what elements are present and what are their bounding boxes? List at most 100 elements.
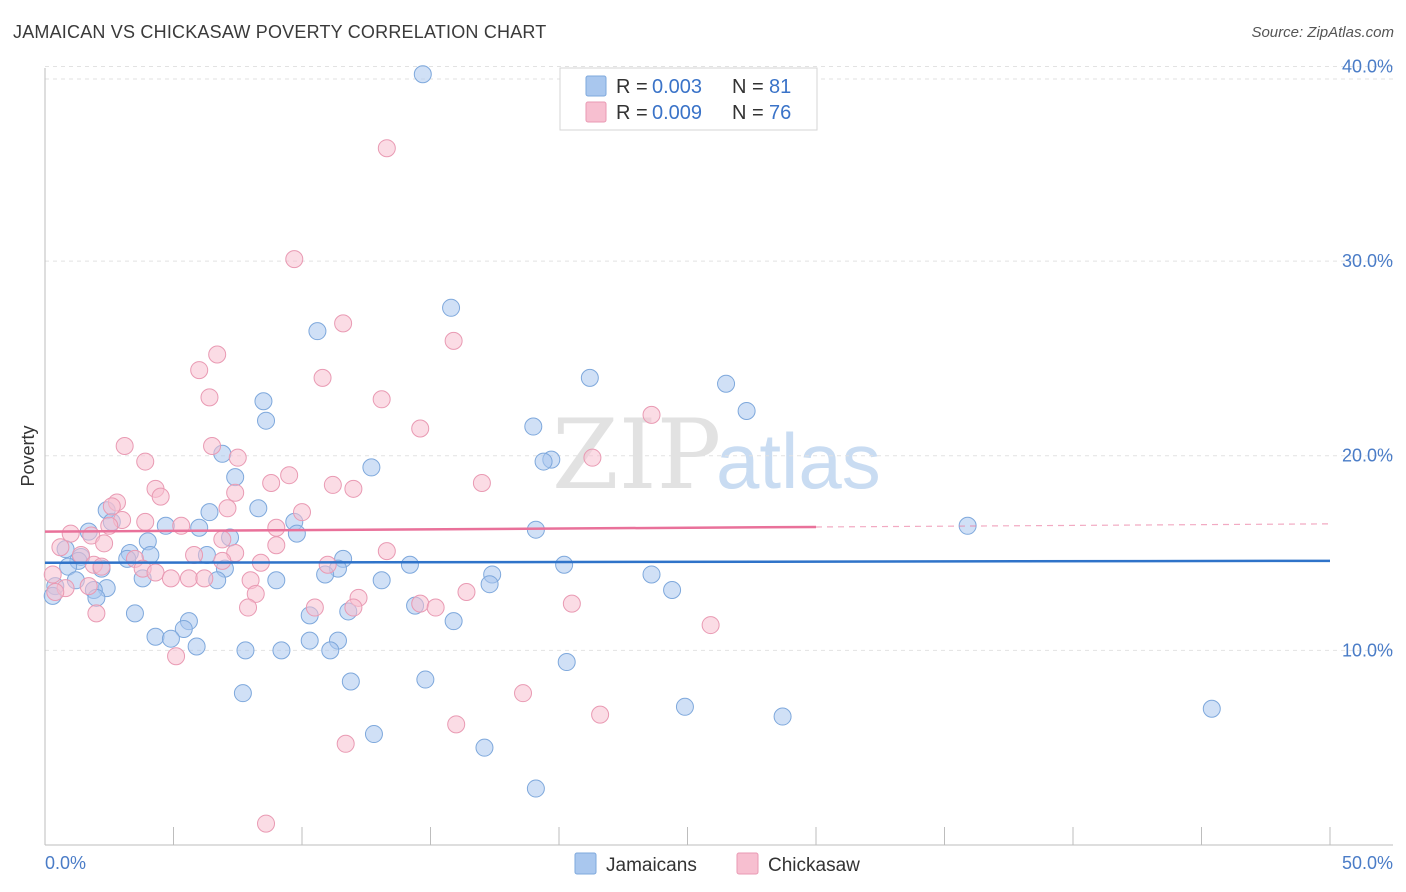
stats-legend: R = 0.003 N = 81 R = 0.009 N = 76 xyxy=(559,67,818,131)
axes: 0.0% 50.0% xyxy=(44,68,1393,873)
source-label: Source: ZipAtlas.com xyxy=(1251,24,1394,41)
watermark: ZIP atlas xyxy=(552,399,881,511)
point-jamaicans xyxy=(161,629,180,648)
legend-r-label-jamaicans: R = xyxy=(616,76,648,98)
x-tick-label-min: 0.0% xyxy=(45,853,86,873)
point-chickasaw xyxy=(285,250,304,269)
point-jamaicans xyxy=(534,452,553,471)
legend-r-label-chickasaw: R = xyxy=(616,102,648,124)
point-chickasaw xyxy=(336,734,355,753)
bottom-legend-swatch-jamaicans xyxy=(574,852,597,875)
point-jamaicans xyxy=(226,468,245,487)
point-jamaicans xyxy=(236,641,255,660)
point-jamaicans xyxy=(773,707,792,726)
point-jamaicans xyxy=(524,417,543,436)
point-chickasaw xyxy=(267,518,286,537)
point-chickasaw xyxy=(444,331,463,350)
bottom-legend-swatch-chickasaw xyxy=(736,852,759,875)
point-chickasaw xyxy=(447,715,466,734)
trend-lines xyxy=(44,523,1331,565)
point-jamaicans xyxy=(526,779,545,798)
point-chickasaw xyxy=(102,497,121,516)
point-jamaicans xyxy=(400,555,419,574)
point-jamaicans xyxy=(364,725,383,744)
legend-n-value-chickasaw: 76 xyxy=(769,102,791,124)
point-chickasaw xyxy=(372,390,391,409)
point-chickasaw xyxy=(43,565,62,584)
point-jamaicans xyxy=(555,555,574,574)
point-jamaicans xyxy=(580,368,599,387)
point-chickasaw xyxy=(583,448,602,467)
trend-line-extension-chickasaw xyxy=(815,523,1331,528)
point-jamaicans xyxy=(308,322,327,341)
point-jamaicans xyxy=(146,627,165,646)
point-chickasaw xyxy=(323,475,342,494)
point-chickasaw xyxy=(200,388,219,407)
x-tick-label-max: 50.0% xyxy=(1342,853,1393,873)
point-jamaicans xyxy=(254,392,273,411)
point-chickasaw xyxy=(262,473,281,492)
point-chickasaw xyxy=(267,536,286,555)
point-chickasaw xyxy=(457,582,476,601)
point-jamaicans xyxy=(372,571,391,590)
point-chickasaw xyxy=(208,345,227,364)
point-chickasaw xyxy=(46,582,65,601)
point-chickasaw xyxy=(185,545,204,564)
legend-n-value-jamaicans: 81 xyxy=(769,76,791,98)
point-jamaicans xyxy=(200,503,219,522)
grid: 10.0% 20.0% 30.0% 40.0% xyxy=(45,56,1393,660)
y-tick-label: 40.0% xyxy=(1342,56,1393,76)
point-jamaicans xyxy=(557,653,576,672)
point-jamaicans xyxy=(475,738,494,757)
point-chickasaw xyxy=(246,584,265,603)
point-chickasaw xyxy=(305,598,324,617)
point-jamaicans xyxy=(249,499,268,518)
point-jamaicans xyxy=(341,672,360,691)
point-chickasaw xyxy=(151,487,170,506)
data-points xyxy=(43,65,1221,833)
point-jamaicans xyxy=(190,518,209,537)
point-chickasaw xyxy=(92,557,111,576)
point-jamaicans xyxy=(675,697,694,716)
point-chickasaw xyxy=(239,598,258,617)
point-chickasaw xyxy=(344,479,363,498)
point-jamaicans xyxy=(233,684,252,703)
point-jamaicans xyxy=(480,575,499,594)
point-chickasaw xyxy=(701,616,720,635)
point-jamaicans xyxy=(413,65,432,84)
point-jamaicans xyxy=(1202,699,1221,718)
y-axis-title: Poverty xyxy=(18,425,38,486)
trend-line-chickasaw xyxy=(44,525,817,533)
point-chickasaw xyxy=(411,594,430,613)
point-chickasaw xyxy=(642,405,661,424)
y-tick-label: 20.0% xyxy=(1342,446,1393,466)
point-chickasaw xyxy=(377,542,396,561)
point-chickasaw xyxy=(203,437,222,455)
point-chickasaw xyxy=(377,139,396,158)
point-chickasaw xyxy=(472,473,491,492)
point-jamaicans xyxy=(642,565,661,584)
point-jamaicans xyxy=(187,637,206,656)
legend-swatch-chickasaw xyxy=(585,101,607,123)
point-chickasaw xyxy=(167,647,186,666)
point-chickasaw xyxy=(426,598,445,617)
point-chickasaw xyxy=(213,530,232,549)
series-legend: Jamaicans Chickasaw xyxy=(574,852,860,876)
y-tick-label: 10.0% xyxy=(1342,640,1393,660)
point-chickasaw xyxy=(280,466,299,485)
y-tick-label: 30.0% xyxy=(1342,251,1393,271)
point-chickasaw xyxy=(591,705,610,724)
point-chickasaw xyxy=(257,814,276,833)
point-jamaicans xyxy=(287,524,306,543)
point-chickasaw xyxy=(61,524,80,543)
bottom-legend-label-jamaicans: Jamaicans xyxy=(606,855,697,876)
point-jamaicans xyxy=(257,411,276,430)
point-chickasaw xyxy=(226,483,245,502)
point-chickasaw xyxy=(562,594,581,613)
point-chickasaw xyxy=(228,448,247,467)
legend-r-value-chickasaw: 0.009 xyxy=(652,102,702,124)
point-chickasaw xyxy=(136,452,155,471)
point-jamaicans xyxy=(125,604,144,623)
point-chickasaw xyxy=(136,512,155,531)
